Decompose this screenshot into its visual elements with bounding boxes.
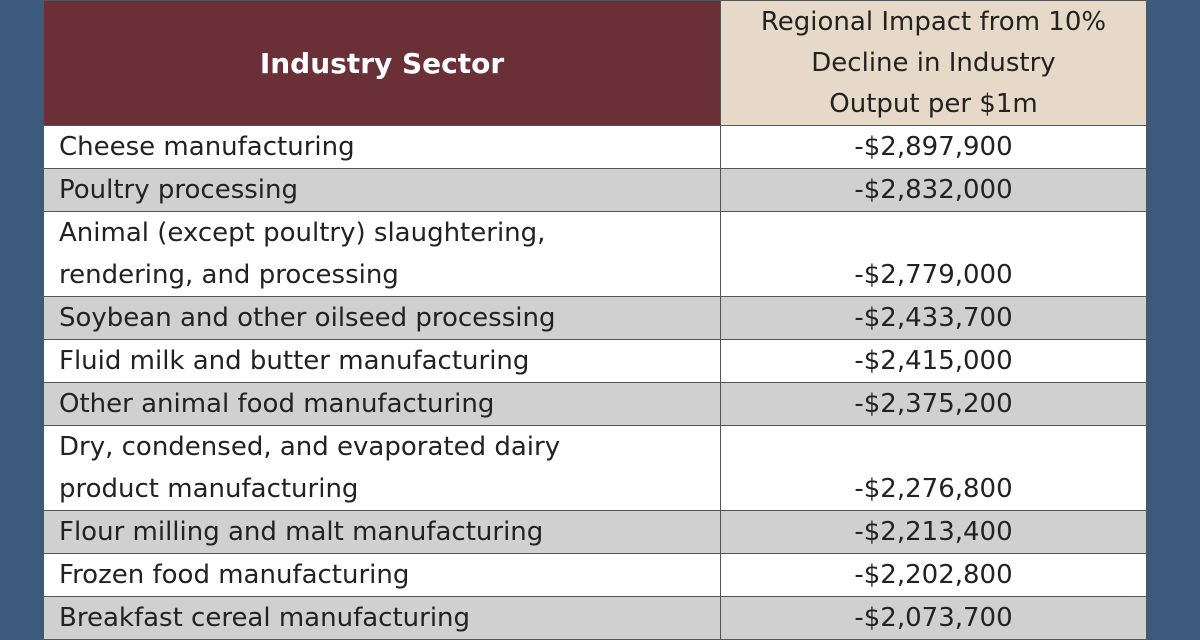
sector-cell: Fluid milk and butter manufacturing bbox=[43, 339, 721, 383]
sector-cell: Breakfast cereal manufacturing bbox=[43, 596, 721, 640]
table-row: Fluid milk and butter manufacturing -$2,4… bbox=[43, 339, 1147, 383]
table-row: Other animal food manufacturing -$2,375,2… bbox=[43, 382, 1147, 426]
value-cell: -$2,897,900 bbox=[720, 125, 1147, 169]
header-line: Regional Impact from 10% bbox=[760, 6, 1107, 37]
table-row: Soybean and other oilseed processing -$2,… bbox=[43, 296, 1147, 340]
value-cell: -$2,213,400 bbox=[720, 510, 1147, 554]
value-cell: -$2,375,200 bbox=[720, 382, 1147, 426]
value-cell: -$2,073,700 bbox=[720, 596, 1147, 640]
header-line: Decline in Industry bbox=[811, 47, 1056, 78]
value-cell: -$2,202,800 bbox=[720, 553, 1147, 597]
table-row: Dry, condensed, and evaporated dairy pro… bbox=[43, 425, 1147, 511]
table-row: Cheese manufacturing -$2,897,900 bbox=[43, 125, 1147, 169]
sector-cell: Frozen food manufacturing bbox=[43, 553, 721, 597]
value-cell: -$2,415,000 bbox=[720, 339, 1147, 383]
header-sector: Industry Sector bbox=[43, 0, 721, 126]
sector-cell: Other animal food manufacturing bbox=[43, 382, 721, 426]
table-row: Poultry processing -$2,832,000 bbox=[43, 168, 1147, 212]
header-impact: Regional Impact from 10% Decline in Indus… bbox=[720, 0, 1147, 126]
table-row: Animal (except poultry) slaughtering, re… bbox=[43, 211, 1147, 297]
sector-cell: Cheese manufacturing bbox=[43, 125, 721, 169]
header-row: Industry Sector Regional Impact from 10%… bbox=[43, 0, 1147, 126]
sector-cell: Poultry processing bbox=[43, 168, 721, 212]
value-cell: -$2,433,700 bbox=[720, 296, 1147, 340]
table-row: Flour milling and malt manufacturing -$2,… bbox=[43, 510, 1147, 554]
table-body: Cheese manufacturing -$2,897,900 Poultry p… bbox=[43, 125, 1147, 640]
table-row: Breakfast cereal manufacturing -$2,073,70… bbox=[43, 596, 1147, 640]
table-row: Frozen food manufacturing -$2,202,800 bbox=[43, 553, 1147, 597]
value-cell: -$2,832,000 bbox=[720, 168, 1147, 212]
sector-cell: Dry, condensed, and evaporated dairy pro… bbox=[43, 425, 721, 511]
sector-cell: Soybean and other oilseed processing bbox=[43, 296, 721, 340]
impact-table: Industry Sector Regional Impact from 10%… bbox=[43, 0, 1147, 640]
value-cell: -$2,779,000 bbox=[720, 211, 1147, 297]
sector-cell: Flour milling and malt manufacturing bbox=[43, 510, 721, 554]
table-head: Industry Sector Regional Impact from 10%… bbox=[43, 0, 1147, 126]
value-cell: -$2,276,800 bbox=[720, 425, 1147, 511]
header-line: Output per $1m bbox=[829, 88, 1038, 119]
sector-cell: Animal (except poultry) slaughtering, re… bbox=[43, 211, 721, 297]
